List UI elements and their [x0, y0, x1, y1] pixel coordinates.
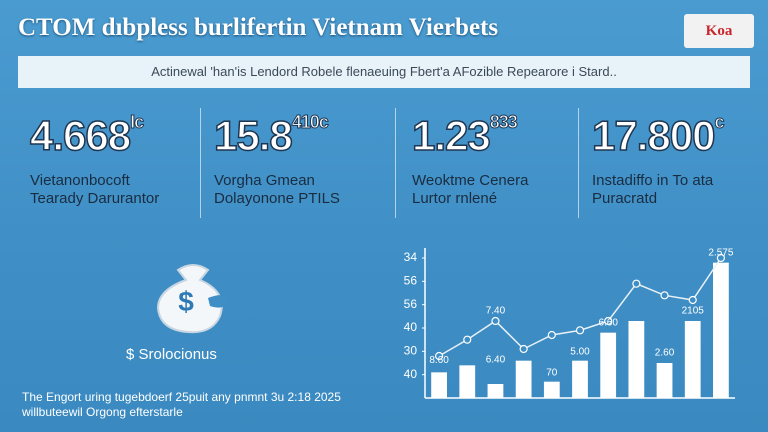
bar	[572, 360, 588, 398]
stat-label: Instadiffo in To ata Puracratd	[592, 172, 768, 208]
stat-label-line: Lurtor rnlené	[412, 190, 498, 207]
stat-label-line: Weoktme Cenera	[412, 172, 529, 189]
y-tick-label: 30	[404, 344, 418, 358]
money-bag-icon: $	[156, 264, 230, 334]
annotation: 7.40	[486, 306, 506, 317]
annotation: 2105	[682, 306, 705, 317]
line-point	[632, 279, 641, 288]
line-point	[434, 351, 444, 361]
stat-suffix: 410c	[291, 112, 329, 133]
stat-number: 15.8	[213, 111, 293, 160]
line-point	[519, 344, 528, 354]
y-tick-label: 34	[404, 250, 418, 264]
line-point	[547, 330, 556, 340]
annotation: 6.40	[486, 355, 506, 366]
line-point	[688, 295, 697, 305]
stat: 4.668Ic Vietanonbocoft Tearady Darurantor	[29, 111, 210, 208]
annotation: 70	[546, 367, 558, 378]
svg-text:$: $	[178, 286, 194, 317]
bar	[656, 363, 673, 398]
stat-label-line: Tearady Darurantor	[30, 190, 160, 207]
stat-suffix: c	[714, 112, 725, 133]
line-point	[660, 291, 669, 300]
stat-label-line: Instadiffo in To ata	[592, 172, 714, 189]
stat: 15.8410c Vorgha Gmean Dolayonone PTILS	[213, 111, 394, 208]
annotation: 5.00	[570, 346, 590, 357]
annotation: 2.575	[708, 247, 733, 258]
y-tick-label: 40	[404, 367, 418, 381]
stat: 1.23833 Weoktme Cenera Lurtor rnlené	[411, 111, 592, 208]
subtitle: Actinewal 'han'is Lendord Robele flenaeu…	[151, 64, 617, 79]
bar	[543, 381, 560, 398]
stat-label-line: Dolayonone PTILS	[214, 190, 340, 207]
stat-value: 17.800c	[591, 111, 768, 160]
line-point	[716, 253, 726, 263]
divider	[578, 108, 579, 218]
y-tick-label: 40	[404, 320, 418, 334]
stat-label: Vietanonbocoft Tearady Darurantor	[30, 172, 210, 208]
title: CTOM dıbpless burlifertin Vietnam Vierbe…	[18, 14, 499, 41]
stat-label: Vorgha Gmean Dolayonone PTILS	[214, 172, 394, 208]
stat: 17.800c Instadiffo in To ata Puracratd	[591, 111, 768, 208]
stat-label-line: Puracratd	[592, 190, 658, 207]
line	[438, 257, 722, 357]
stat-suffix: 833	[489, 112, 518, 133]
bar	[431, 372, 447, 398]
annotation: 8.60	[429, 355, 449, 366]
subtitle-band: Actinewal 'han'is Lendord Robele flenaeu…	[18, 56, 750, 88]
line-point	[604, 316, 613, 326]
money-label: $ Srolocionus	[126, 346, 217, 363]
stat-suffix: Ic	[130, 112, 145, 133]
bar	[600, 332, 617, 398]
footer-line: The Engort uring tugebdoerf 25puit any p…	[22, 390, 341, 404]
divider	[200, 108, 201, 218]
footer: The Engort uring tugebdoerf 25puit any p…	[22, 390, 341, 420]
bar	[459, 365, 476, 398]
annotation: 2.60	[655, 348, 675, 359]
line-point	[491, 316, 500, 326]
bar	[487, 384, 504, 398]
stat-number: 1.23	[411, 111, 491, 160]
stat-value: 1.23833	[411, 111, 592, 160]
y-tick-label: 56	[404, 297, 418, 311]
stat-label-line: Vorgha Gmean	[214, 172, 315, 189]
bar	[628, 321, 645, 398]
y-tick-label: 56	[404, 274, 418, 288]
stat-label-line: Vietanonbocoft	[30, 172, 130, 189]
bar	[713, 262, 729, 398]
bar	[684, 321, 701, 398]
line-point	[575, 326, 585, 335]
line-point	[463, 335, 472, 344]
bar	[515, 360, 532, 398]
stat-number: 4.668	[29, 111, 132, 160]
stat-value: 15.8410c	[213, 111, 394, 160]
divider	[395, 108, 396, 218]
logo: Koa	[684, 14, 754, 48]
stat-number: 17.800	[591, 111, 716, 160]
annotation: 6.60	[598, 317, 618, 328]
stat-value: 4.668Ic	[29, 111, 210, 160]
stat-label: Weoktme Cenera Lurtor rnlené	[412, 172, 592, 208]
footer-line: willbuteewil Orgong efterstarle	[22, 405, 183, 419]
